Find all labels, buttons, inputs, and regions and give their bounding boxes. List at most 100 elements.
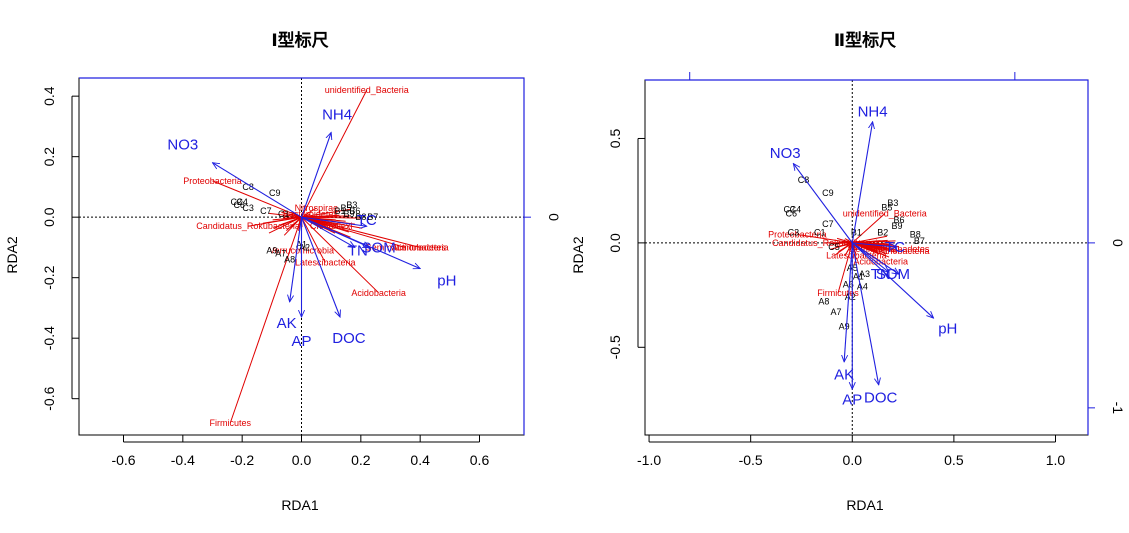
species-label: Nitrospirae xyxy=(295,203,339,213)
x-tick-label: 0.0 xyxy=(292,452,312,468)
y-tick-label: -0.4 xyxy=(41,326,57,350)
env-vector-label: AP xyxy=(291,333,311,350)
site-label: B7 xyxy=(367,212,378,222)
site-label: C3 xyxy=(788,227,800,237)
x-tick-label: -0.5 xyxy=(739,452,763,468)
species-label: Candidatus_Rokubacteria xyxy=(772,238,876,248)
x-tick-label: -1.0 xyxy=(637,452,661,468)
right-tick-label: 0 xyxy=(1110,239,1126,247)
y-tick-label: 0.0 xyxy=(41,207,57,227)
species-label: unidentified_Bacteria xyxy=(325,85,409,95)
site-label: C2 xyxy=(230,197,242,207)
site-label: A8 xyxy=(818,296,829,306)
env-vector xyxy=(852,242,897,247)
site-label: A2 xyxy=(845,292,856,302)
species-label: Candidatus_Rokubacteria xyxy=(196,221,300,231)
site-label: B1 xyxy=(851,227,862,237)
site-label: A9 xyxy=(266,245,277,255)
env-vector xyxy=(844,242,853,362)
y-axis-label-left: RDA2 xyxy=(4,236,20,274)
env-vector xyxy=(301,216,367,226)
species-ray xyxy=(301,208,351,218)
right-tick-label: -1 xyxy=(1110,402,1126,415)
env-vector xyxy=(793,164,853,244)
site-label: A7 xyxy=(831,307,842,317)
species-label: Firmicutes xyxy=(210,418,252,428)
site-label: A3 xyxy=(859,269,870,279)
species-label: unidentified_Bacteria xyxy=(843,209,927,219)
species-label: Gemmatimonadetes xyxy=(365,242,447,252)
y-tick-label: 0.5 xyxy=(607,129,623,149)
species-ray xyxy=(852,235,888,244)
species-ray xyxy=(291,216,302,228)
species-line xyxy=(797,234,853,244)
species-ray xyxy=(268,212,302,218)
y-axis-label-right: RDA2 xyxy=(570,236,586,274)
plot-1: 0 -1 -1.0 -0.5 0.0 0.5 1.0 -0.5 0.0 0.5 unidentifi… xyxy=(607,72,1126,468)
env-vector-label: SOM xyxy=(362,239,396,256)
species-label: Nitrospirae xyxy=(847,238,891,248)
x-tick-label: 0.4 xyxy=(410,452,430,468)
env-vector xyxy=(300,216,341,317)
env-vector-label: TN xyxy=(348,242,368,259)
y-tick-label: -0.2 xyxy=(41,265,57,289)
env-vector-label: TC xyxy=(885,239,905,256)
site-label: B8 xyxy=(910,230,921,240)
env-vector xyxy=(851,242,878,385)
species-line xyxy=(301,207,317,218)
site-label: C1 xyxy=(278,209,290,219)
site-label: A6 xyxy=(843,280,854,290)
site-label: B9 xyxy=(343,209,354,219)
y-tick-label: 0.2 xyxy=(41,147,57,167)
env-vector xyxy=(290,217,303,302)
species-label: Latescibacteria xyxy=(295,258,356,268)
species-label: Gemmatimonadetes xyxy=(848,244,930,254)
species-ray xyxy=(289,216,302,223)
site-label: B3 xyxy=(887,198,898,208)
site-label: B7 xyxy=(914,236,925,246)
site-label: B2 xyxy=(877,227,888,237)
env-vector-label: AP xyxy=(842,392,862,409)
species-label: Chloroflexi xyxy=(851,242,894,252)
x-tick-label: -0.6 xyxy=(111,452,135,468)
y-tick-label: 0.4 xyxy=(41,86,57,106)
env-vector-label: DOC xyxy=(864,389,898,406)
env-vector xyxy=(851,122,872,243)
env-vector xyxy=(213,163,302,218)
env-vector-label: NH4 xyxy=(322,106,352,123)
env-vector-label: TC xyxy=(357,212,377,229)
y-tick-label: -0.5 xyxy=(607,335,623,359)
site-label: C7 xyxy=(260,206,272,216)
site-label: C1 xyxy=(814,227,826,237)
env-vector-label: TN xyxy=(871,266,891,283)
env-vector-label: AK xyxy=(277,315,297,332)
site-label: C6 xyxy=(233,200,245,210)
species-label: Chloroflexi xyxy=(310,221,353,231)
x-tick-label: 0.2 xyxy=(351,452,371,468)
species-line xyxy=(837,242,853,294)
species-label: Acidobacteria xyxy=(351,288,406,298)
y-tick-label: -0.6 xyxy=(41,386,57,410)
site-label: C7 xyxy=(822,219,834,229)
plot-0: 0 -0.6 -0.4 -0.2 0.0 0.2 0.4 0.6 -0.6 -0.4 -0.2 0.0… xyxy=(41,77,562,468)
site-label: C8 xyxy=(242,182,254,192)
site-label: A7 xyxy=(275,248,286,258)
env-vector-label: pH xyxy=(437,273,456,290)
env-vector-label: NO3 xyxy=(167,137,198,154)
x-tick-label: 0.5 xyxy=(944,452,964,468)
y-tick-label: 0.0 xyxy=(607,233,623,253)
site-label: B9 xyxy=(891,221,902,231)
species-label: Firmicutes xyxy=(817,288,859,298)
env-vector xyxy=(301,216,370,248)
x-tick-label: -0.4 xyxy=(171,452,195,468)
site-label: B1 xyxy=(335,206,346,216)
site-label: A2 xyxy=(299,242,310,252)
site-label: A9 xyxy=(839,321,850,331)
x-tick-label: 0.0 xyxy=(843,452,863,468)
env-vector-label: pH xyxy=(938,321,957,338)
species-line xyxy=(851,213,886,244)
site-label: C8 xyxy=(798,175,810,185)
species-line xyxy=(301,216,326,263)
species-label: Actinobacteria xyxy=(873,246,930,256)
